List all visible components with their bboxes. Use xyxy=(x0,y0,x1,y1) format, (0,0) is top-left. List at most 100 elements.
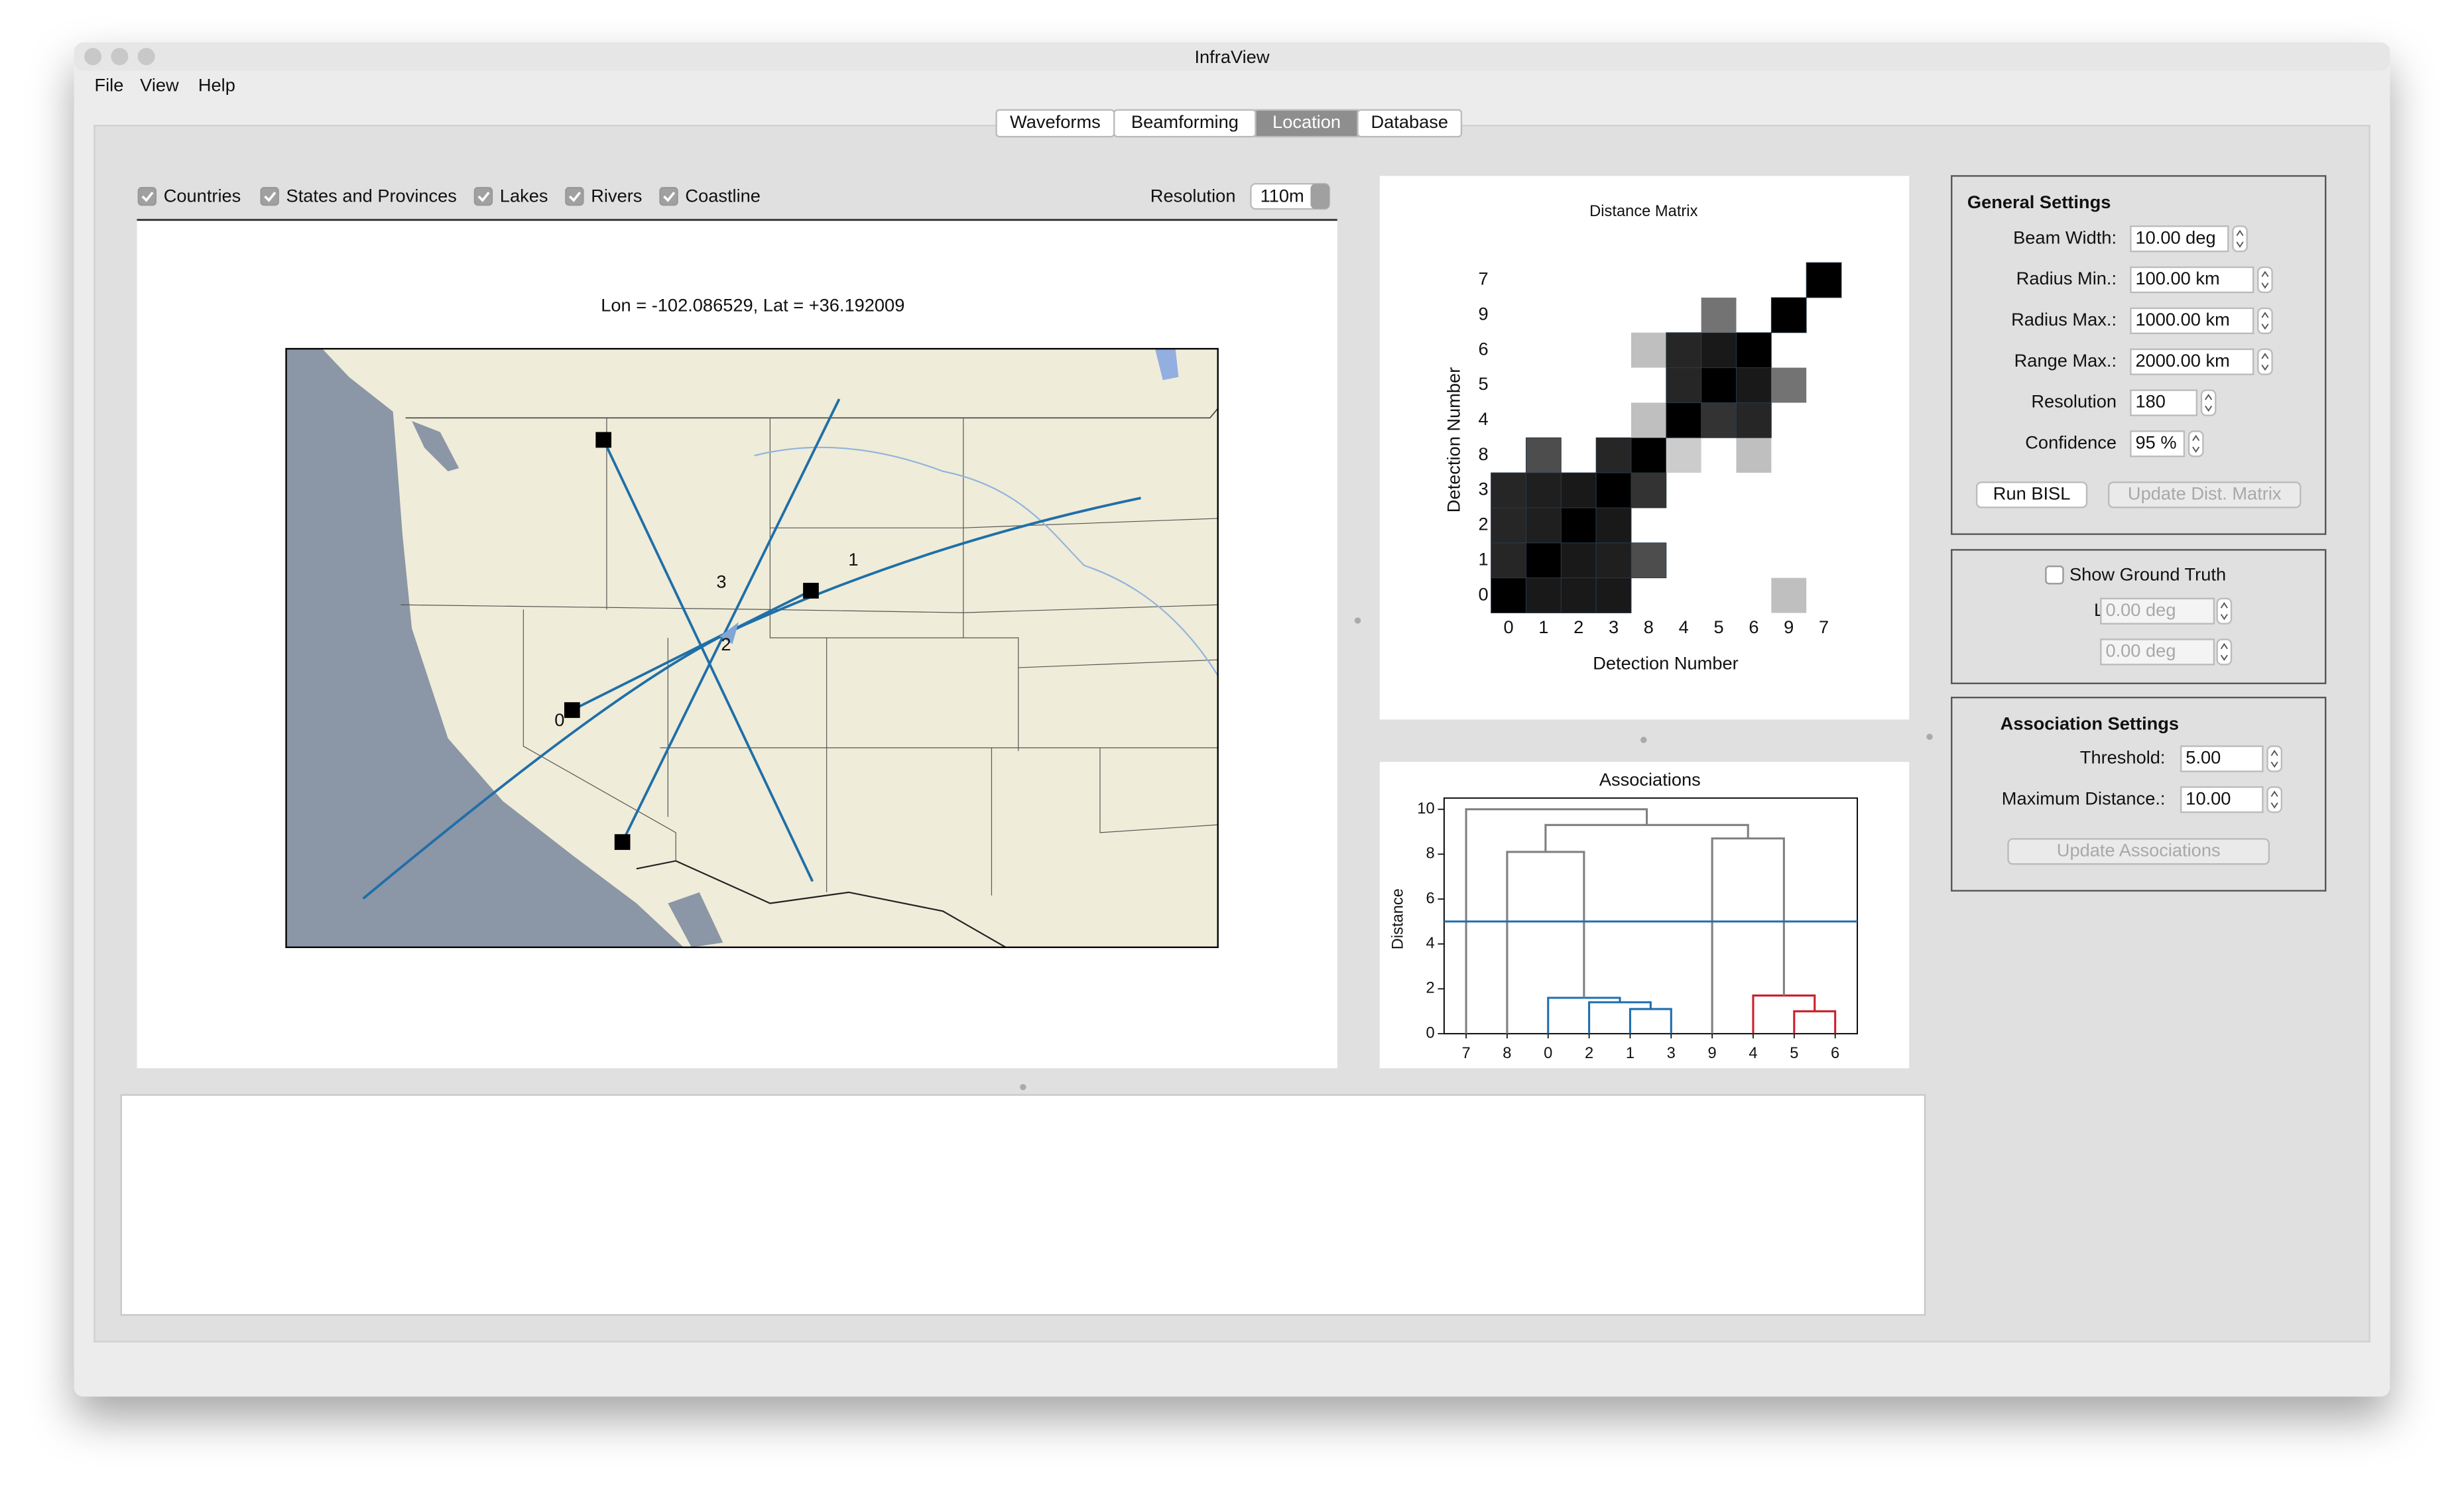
spin-arrows xyxy=(2220,602,2228,621)
spin-box[interactable] xyxy=(2266,786,2283,813)
menu-item[interactable]: View xyxy=(140,75,179,95)
spin-box[interactable] xyxy=(2257,307,2273,334)
y-tick-label: 6 xyxy=(1426,890,1434,907)
heatmap-cell xyxy=(1560,577,1597,613)
heatmap-cell xyxy=(1631,472,1667,509)
text-input[interactable] xyxy=(2130,307,2254,334)
text-input[interactable] xyxy=(2130,266,2254,294)
heatmap-cell xyxy=(1595,542,1632,579)
window-title: InfraView xyxy=(1194,46,1269,67)
heatmap-cell xyxy=(1560,507,1597,544)
input-value: 1000.00 km xyxy=(2135,309,2229,330)
field-label: Radius Max.: xyxy=(2011,309,2117,330)
heatmap-cell xyxy=(1491,542,1526,579)
button[interactable] xyxy=(2007,838,2270,865)
heatmap-cell xyxy=(1491,577,1526,613)
combo-value: 110m xyxy=(1261,186,1304,206)
spin-box[interactable] xyxy=(2200,389,2217,416)
x-tick-label: 2 xyxy=(1573,617,1583,637)
plot-frame xyxy=(1443,797,1859,1035)
x-tick-label: 1 xyxy=(1626,1045,1634,1062)
checkbox[interactable] xyxy=(137,186,157,206)
y-tick-label: 4 xyxy=(1426,935,1434,952)
group-box xyxy=(1951,549,2327,684)
resolution-label: Resolution xyxy=(1150,186,1236,206)
spin-box[interactable] xyxy=(2216,597,2233,625)
zoom-button[interactable] xyxy=(137,48,155,66)
spin-box[interactable] xyxy=(2257,266,2273,294)
text-input[interactable] xyxy=(2180,745,2264,772)
checkbox[interactable] xyxy=(260,186,279,206)
x-tick-label: 9 xyxy=(1708,1045,1717,1062)
text-input[interactable] xyxy=(2130,225,2229,253)
input-value: 5.00 xyxy=(2186,747,2221,768)
button[interactable] xyxy=(2108,481,2302,509)
x-axis-label: Detection Number xyxy=(1593,653,1738,674)
heatmap-cell xyxy=(1525,507,1562,544)
checkbox[interactable] xyxy=(473,186,493,206)
minimize-button[interactable] xyxy=(111,48,129,66)
close-button[interactable] xyxy=(84,48,102,66)
splitter-handle[interactable] xyxy=(1926,733,1933,741)
spin-arrows xyxy=(2270,790,2278,809)
heatmap-cell xyxy=(1666,367,1702,403)
text-input[interactable] xyxy=(2130,348,2254,375)
spin-box[interactable] xyxy=(2257,348,2273,375)
heatmap-cell xyxy=(1595,472,1632,509)
y-tick-label: 8 xyxy=(1426,845,1434,863)
x-tick-label: 7 xyxy=(1461,1045,1470,1062)
spin-arrows xyxy=(2270,749,2278,768)
checkbox[interactable] xyxy=(2045,566,2064,585)
splitter-handle[interactable] xyxy=(1640,737,1647,743)
button-label: Update Associations xyxy=(2057,839,2221,860)
menu-item[interactable]: File xyxy=(94,75,123,95)
heatmap-cell xyxy=(1595,577,1632,613)
button[interactable] xyxy=(1975,481,2088,509)
spin-box[interactable] xyxy=(2216,638,2233,666)
text-input[interactable] xyxy=(2100,638,2215,666)
text-input[interactable] xyxy=(2100,597,2215,625)
y-tick-label: 10 xyxy=(1417,800,1434,817)
heatmap-cell xyxy=(1736,367,1772,403)
heatmap-cell xyxy=(1631,332,1666,368)
input-value: 0.00 deg xyxy=(2105,640,2176,661)
associations-panel xyxy=(1379,762,1910,1069)
input-value: 0.00 deg xyxy=(2105,599,2176,620)
spin-arrows xyxy=(2220,642,2228,661)
spin-arrows xyxy=(2261,353,2269,371)
heatmap-cell xyxy=(1631,437,1667,473)
text-input[interactable] xyxy=(2130,430,2186,457)
field-label: Confidence xyxy=(2025,432,2117,453)
heatmap-cell xyxy=(1560,472,1597,509)
spin-arrows xyxy=(2261,271,2269,289)
text-input[interactable] xyxy=(2180,786,2264,813)
dendrogram-link xyxy=(1629,1008,1672,1034)
field-label: Resolution xyxy=(2031,391,2117,412)
detection-lines xyxy=(362,398,1141,900)
checkbox[interactable] xyxy=(659,186,678,206)
heatmap-cell xyxy=(1560,542,1597,579)
text-input[interactable] xyxy=(2130,389,2198,416)
field-label: Threshold: xyxy=(2080,747,2166,768)
menu-item[interactable]: Help xyxy=(198,75,235,95)
checkbox-label: Rivers xyxy=(591,186,642,206)
y-tick-label: 8 xyxy=(1479,444,1489,464)
spin-box[interactable] xyxy=(2266,745,2283,772)
checkbox-label: Countries xyxy=(164,186,241,206)
tab[interactable] xyxy=(1357,109,1463,138)
heatmap-cell xyxy=(1701,332,1737,369)
y-tick-label: 9 xyxy=(1479,304,1489,324)
gulf xyxy=(668,892,723,947)
river xyxy=(754,446,1219,676)
splitter-handle[interactable] xyxy=(1020,1083,1026,1091)
checkbox[interactable] xyxy=(565,186,584,206)
group-box xyxy=(1951,175,2327,535)
heatmap-cell xyxy=(1736,402,1772,438)
splitter-handle[interactable] xyxy=(1354,617,1361,624)
heatmap-cell xyxy=(1595,437,1632,473)
heatmap-cell xyxy=(1525,542,1562,579)
group-title: General Settings xyxy=(1967,192,2111,212)
tab-label: Database xyxy=(1371,111,1448,132)
spin-box[interactable] xyxy=(2187,430,2204,457)
spin-box[interactable] xyxy=(2232,225,2248,253)
